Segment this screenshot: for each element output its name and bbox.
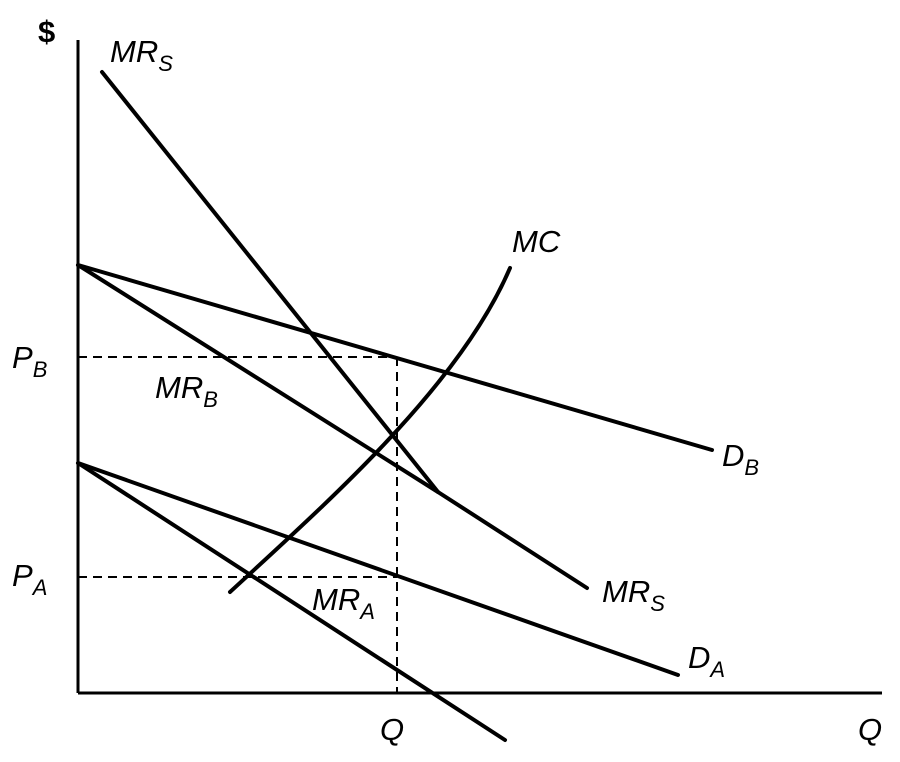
mc-label: MC: [512, 224, 561, 259]
db-label: DB: [722, 438, 759, 480]
label-part: MR: [312, 582, 360, 617]
pa-label: PA: [12, 558, 47, 600]
label-part: B: [744, 455, 759, 480]
label-part: D: [688, 640, 710, 675]
label-part: A: [708, 657, 725, 682]
mrs-top-label: MRS: [110, 34, 173, 76]
x-axis-label: Q: [858, 712, 882, 747]
mra-label: MRA: [312, 582, 375, 624]
mrs-bottom-label: MRS: [602, 574, 665, 616]
da-line: [76, 461, 680, 677]
label-part: S: [650, 591, 665, 616]
label-part: MR: [602, 574, 650, 609]
label-part: D: [722, 438, 744, 473]
label-part: MR: [155, 370, 203, 405]
label-part: B: [33, 357, 48, 382]
db-line: [76, 263, 714, 452]
label-part: MR: [110, 34, 158, 69]
mrs-line: [100, 70, 589, 590]
mrb-label: MRB: [155, 370, 218, 412]
q-label: Q: [380, 712, 404, 747]
da-label: DA: [688, 640, 725, 682]
mra-line: [76, 461, 507, 742]
label-part: P: [12, 558, 33, 593]
mc-curve: [228, 266, 512, 594]
label-part: S: [158, 51, 173, 76]
label-part: B: [203, 387, 218, 412]
label-part: P: [12, 340, 33, 375]
label-part: A: [358, 599, 375, 624]
label-part: A: [31, 575, 48, 600]
pb-label: PB: [12, 340, 47, 382]
mrb-line: [76, 263, 440, 494]
y-axis-label: $: [38, 14, 55, 49]
